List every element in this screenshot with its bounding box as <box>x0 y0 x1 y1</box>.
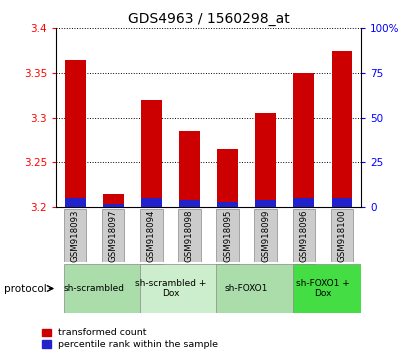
Bar <box>217 202 238 207</box>
Bar <box>216 209 239 262</box>
Text: protocol: protocol <box>4 284 47 293</box>
Title: GDS4963 / 1560298_at: GDS4963 / 1560298_at <box>128 12 289 26</box>
Bar <box>65 198 85 207</box>
Bar <box>217 149 238 202</box>
Bar <box>254 209 277 262</box>
Bar <box>216 264 315 313</box>
Bar <box>103 204 124 207</box>
Text: GSM918094: GSM918094 <box>147 209 156 262</box>
Bar <box>293 73 314 198</box>
Bar <box>64 264 163 313</box>
Bar <box>293 198 314 207</box>
Bar <box>103 194 124 204</box>
Bar <box>293 264 391 313</box>
Text: GSM918100: GSM918100 <box>337 209 347 262</box>
Text: GSM918095: GSM918095 <box>223 209 232 262</box>
Bar <box>332 198 352 207</box>
Text: GSM918099: GSM918099 <box>261 209 270 262</box>
Bar <box>293 209 315 262</box>
Bar <box>140 209 163 262</box>
Text: sh-scrambled: sh-scrambled <box>63 284 124 293</box>
Bar <box>179 131 200 200</box>
Bar <box>141 198 162 207</box>
Bar <box>331 209 353 262</box>
Bar <box>255 200 276 207</box>
Bar <box>332 51 352 198</box>
Text: GSM918097: GSM918097 <box>109 209 118 262</box>
Bar <box>102 209 124 262</box>
Text: sh-FOXO1: sh-FOXO1 <box>225 284 269 293</box>
Text: GSM918096: GSM918096 <box>299 209 308 262</box>
Bar <box>178 209 201 262</box>
Bar <box>65 59 85 198</box>
Legend: transformed count, percentile rank within the sample: transformed count, percentile rank withi… <box>42 329 218 349</box>
Text: sh-FOXO1 +
Dox: sh-FOXO1 + Dox <box>296 279 350 298</box>
Text: sh-scrambled +
Dox: sh-scrambled + Dox <box>135 279 206 298</box>
Bar <box>141 100 162 198</box>
Bar <box>179 200 200 207</box>
Bar <box>255 113 276 200</box>
Text: GSM918098: GSM918098 <box>185 209 194 262</box>
Bar <box>64 209 86 262</box>
Bar <box>140 264 239 313</box>
Text: GSM918093: GSM918093 <box>71 209 80 262</box>
